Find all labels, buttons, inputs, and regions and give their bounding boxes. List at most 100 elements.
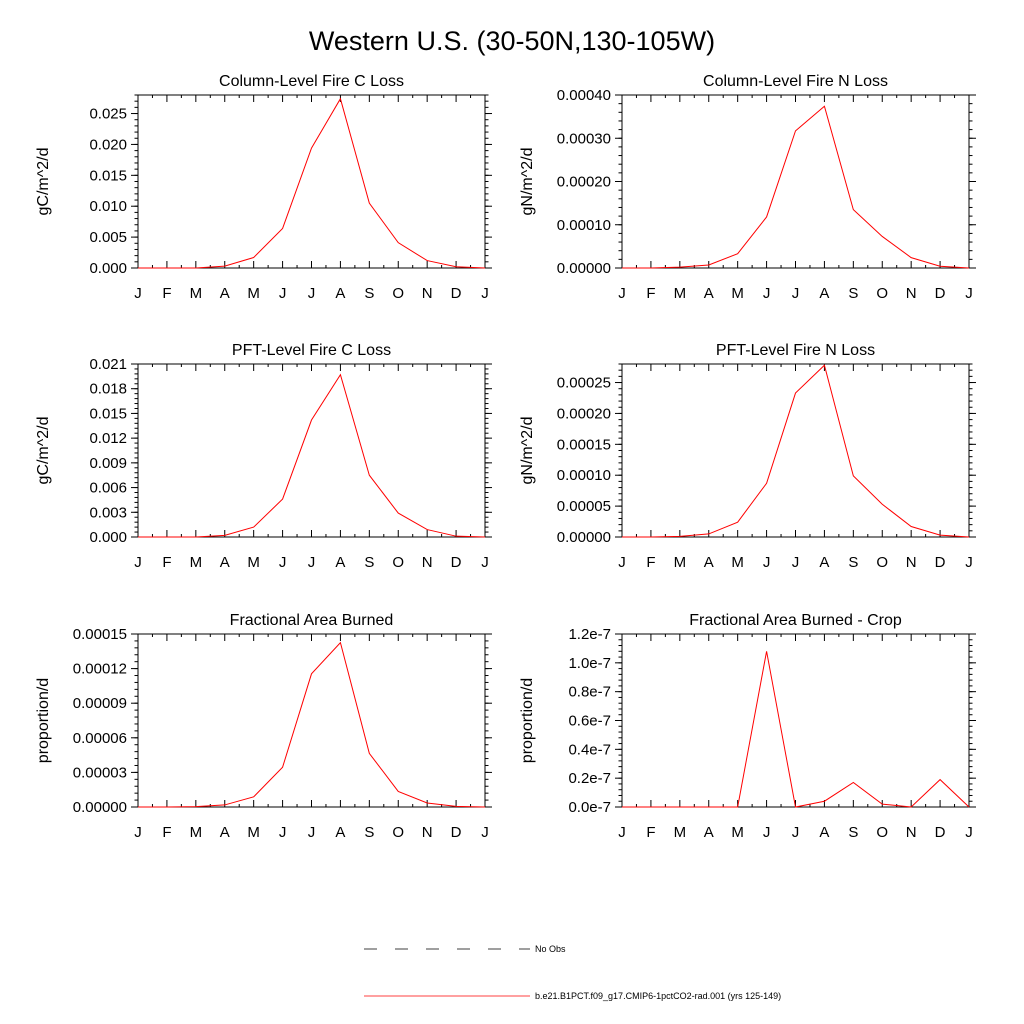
legend-label-no-obs: No Obs — [535, 944, 566, 954]
y-axis-label: gC/m^2/d — [35, 148, 52, 216]
y-axis-label: proportion/d — [519, 678, 536, 763]
x-tick-label: J — [481, 554, 489, 571]
y-tick-label: 0.021 — [89, 356, 127, 373]
y-tick-label: 0.00010 — [557, 467, 611, 484]
y-axis-label: gN/m^2/d — [519, 417, 536, 485]
x-tick-label: J — [618, 824, 626, 841]
x-tick-label: J — [965, 824, 973, 841]
y-axis-label: gN/m^2/d — [519, 148, 536, 216]
plot-frame — [621, 94, 970, 269]
x-tick-label: J — [481, 285, 489, 302]
panel-title: Fractional Area Burned — [230, 612, 394, 629]
x-tick-label: J — [763, 285, 771, 302]
x-tick-label: O — [392, 285, 404, 302]
y-tick-label: 0.018 — [89, 381, 127, 398]
y-tick-label: 0.005 — [89, 229, 127, 246]
y-tick-label: 0.010 — [89, 198, 127, 215]
x-tick-label: M — [190, 285, 203, 302]
x-tick-label: N — [906, 824, 917, 841]
y-tick-label: 0.00020 — [557, 405, 611, 422]
x-tick-label: N — [906, 554, 917, 571]
x-tick-label: F — [162, 285, 171, 302]
x-tick-label: S — [848, 554, 858, 571]
x-tick-label: M — [190, 554, 203, 571]
plot-frame — [621, 363, 970, 538]
x-tick-label: M — [247, 285, 260, 302]
x-tick-label: F — [646, 554, 655, 571]
x-tick-label: S — [848, 824, 858, 841]
x-tick-label: A — [220, 824, 230, 841]
x-tick-label: D — [935, 554, 946, 571]
x-tick-label: J — [279, 554, 287, 571]
series-line — [622, 105, 970, 269]
y-tick-label: 0.00000 — [557, 260, 611, 277]
x-tick-label: J — [308, 285, 316, 302]
y-tick-label: 0.003 — [89, 504, 127, 521]
x-tick-label: J — [134, 824, 142, 841]
y-tick-label: 0.4e-7 — [568, 741, 611, 758]
x-tick-label: J — [134, 285, 142, 302]
y-axis-label: gC/m^2/d — [35, 417, 52, 485]
x-tick-label: D — [935, 824, 946, 841]
y-tick-label: 0.00003 — [73, 764, 127, 781]
x-tick-label: O — [392, 824, 404, 841]
x-tick-label: A — [220, 285, 230, 302]
x-tick-label: O — [876, 285, 888, 302]
y-tick-label: 0.00010 — [557, 217, 611, 234]
x-tick-label: A — [819, 554, 829, 571]
y-tick-label: 1.2e-7 — [568, 626, 611, 643]
panel-title: Fractional Area Burned - Crop — [689, 612, 902, 629]
x-tick-label: J — [792, 285, 800, 302]
legend: No Obs b.e21.B1PCT.f09_g17.CMIP6-1pctCO2… — [364, 944, 781, 1001]
series-line — [138, 97, 486, 269]
x-tick-label: S — [364, 554, 374, 571]
y-tick-label: 0.006 — [89, 480, 127, 497]
x-tick-label: M — [731, 285, 744, 302]
x-tick-label: J — [965, 554, 973, 571]
y-tick-label: 0.009 — [89, 455, 127, 472]
x-tick-label: F — [646, 285, 655, 302]
x-tick-label: J — [308, 824, 316, 841]
panel-title: Column-Level Fire N Loss — [703, 73, 888, 90]
x-tick-label: D — [451, 285, 462, 302]
y-tick-label: 0.00020 — [557, 174, 611, 191]
x-tick-label: F — [162, 554, 171, 571]
panel-title: PFT-Level Fire N Loss — [716, 342, 875, 359]
x-tick-label: A — [819, 285, 829, 302]
y-tick-label: 0.2e-7 — [568, 770, 611, 787]
y-tick-label: 1.0e-7 — [568, 655, 611, 672]
x-tick-label: O — [392, 554, 404, 571]
x-tick-label: J — [763, 554, 771, 571]
x-tick-label: M — [674, 285, 687, 302]
y-tick-label: 0.00012 — [73, 661, 127, 678]
y-tick-label: 0.0e-7 — [568, 799, 611, 816]
y-tick-label: 0.015 — [89, 167, 127, 184]
y-tick-label: 0.00005 — [557, 498, 611, 515]
x-tick-label: D — [451, 824, 462, 841]
chart-panel-6: Fractional Area Burned - Crop proportion/… — [519, 612, 976, 841]
x-tick-label: J — [134, 554, 142, 571]
y-tick-label: 0.025 — [89, 106, 127, 123]
series-line — [622, 651, 970, 808]
y-axis-label: proportion/d — [35, 678, 52, 763]
x-tick-label: S — [848, 285, 858, 302]
series-line — [138, 373, 486, 538]
x-tick-label: M — [731, 824, 744, 841]
y-tick-label: 0.00030 — [557, 130, 611, 147]
x-tick-label: A — [335, 554, 345, 571]
x-tick-label: A — [819, 824, 829, 841]
x-tick-label: J — [965, 285, 973, 302]
plot-frame — [137, 94, 486, 269]
x-tick-label: A — [704, 554, 714, 571]
x-tick-label: N — [422, 554, 433, 571]
x-tick-label: M — [247, 554, 260, 571]
plot-frame — [137, 363, 486, 538]
x-tick-label: M — [190, 824, 203, 841]
x-tick-label: N — [906, 285, 917, 302]
x-tick-label: A — [335, 824, 345, 841]
x-tick-label: J — [308, 554, 316, 571]
